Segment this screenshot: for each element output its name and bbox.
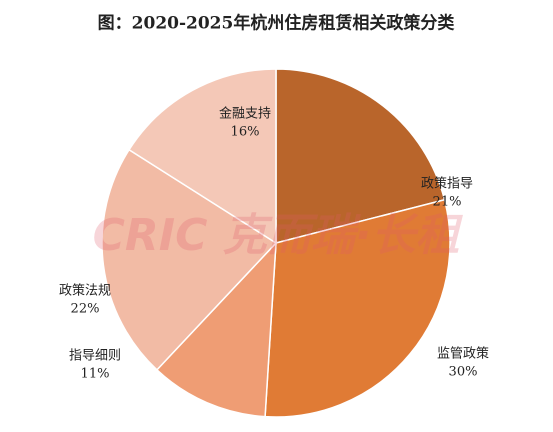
value-label: 16%: [231, 125, 260, 140]
pie-slice: [155, 240, 277, 418]
value-label: 22%: [71, 302, 100, 317]
pie: [101, 68, 451, 418]
slice-label: 政策指导: [421, 176, 473, 192]
pie-slice: [128, 68, 277, 245]
chart-title: 图：2020-2025年杭州住房租赁相关政策分类: [98, 13, 456, 34]
pie-slice: [275, 68, 446, 244]
pie-slice: [101, 148, 278, 371]
value-label: 30%: [449, 365, 478, 380]
slice-label: 政策法规: [59, 283, 111, 299]
slice-label: 金融支持: [219, 106, 271, 122]
value-label: 21%: [433, 195, 462, 210]
value-label: 11%: [81, 367, 110, 382]
slice-label: 指导细则: [69, 349, 121, 364]
watermark: CRIC 克而瑞·长租: [93, 210, 464, 261]
pie-slice: [264, 198, 451, 418]
slice-label: 监管政策: [437, 346, 489, 362]
